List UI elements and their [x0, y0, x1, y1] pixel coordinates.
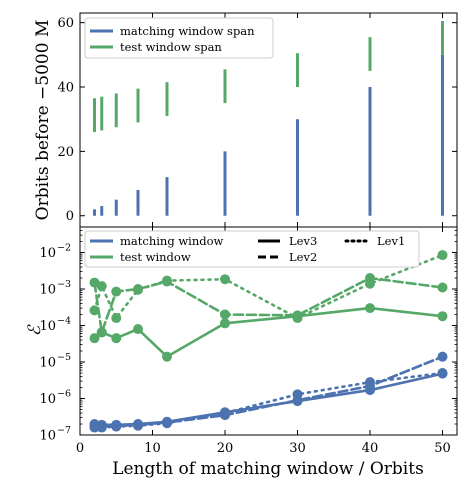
test-lev2-point-1 — [96, 327, 107, 338]
span-ytick-label-2: 40 — [57, 81, 74, 96]
span-ylabel: Orbits before −5000 M — [33, 20, 53, 221]
test-lev3-point-0 — [89, 333, 100, 344]
test-lev2-point-8 — [437, 282, 448, 293]
error-xlabel: Length of matching window / Orbits — [112, 459, 424, 479]
error-ytick-label-1: 10 — [39, 392, 56, 407]
error-lines — [89, 250, 448, 433]
error-legend-label-matching: matching window — [120, 234, 224, 248]
error-xtick-label-2: 20 — [217, 441, 234, 456]
error-legend-label-lev3: Lev3 — [289, 234, 317, 248]
matching-lev1-point-1 — [96, 422, 107, 433]
span-legend-label-test: test window span — [120, 40, 222, 54]
matching-lev1-line — [93, 371, 444, 429]
test-lev1-point-0 — [89, 305, 100, 316]
test-lev2-point-5 — [220, 309, 230, 320]
span-bars — [93, 21, 444, 216]
test-lev1-point-4 — [162, 275, 172, 286]
matching-lev1-point-2 — [111, 421, 122, 432]
test-lev1-point-6 — [292, 313, 303, 324]
test-lev1-point-3 — [133, 284, 143, 295]
error-legend-label-lev1: Lev1 — [377, 234, 405, 248]
error-legend-box — [84, 230, 420, 268]
error-xtick-label-5: 50 — [434, 441, 451, 456]
error-xtick-label-0: 0 — [76, 441, 84, 456]
error-ytick-label-3: 10 — [39, 319, 56, 334]
span-yticks: 0 20 40 60 — [57, 13, 457, 227]
span-panel: 0 20 40 60 Orbits before −5000 M — [33, 12, 458, 228]
matching-lev1-point-4 — [162, 418, 172, 429]
span-ytick-label-1: 20 — [57, 145, 74, 160]
matching-lev1-point-5 — [220, 408, 230, 419]
error-legend: matching window test window Lev3 Lev2 Le… — [84, 230, 420, 268]
error-xtick-label-4: 40 — [362, 441, 379, 456]
span-legend: matching window span test window span — [84, 17, 274, 59]
matching-lev1-point-8 — [437, 367, 448, 378]
matching-lev2-line — [93, 355, 444, 428]
matching-lev2-point-8 — [437, 351, 448, 362]
error-ytick-label-0: 10 — [39, 429, 56, 444]
error-ytick-exponent-0: −7 — [57, 425, 71, 436]
error-legend-label-test: test window — [120, 250, 191, 264]
error-ytick-exponent-5: −2 — [57, 243, 71, 254]
error-xtick-label-1: 10 — [144, 441, 161, 456]
test-lev3-point-7 — [365, 303, 375, 314]
test-lev1-point-5 — [220, 274, 230, 285]
test-lev3-point-4 — [162, 351, 172, 362]
error-legend-label-lev2: Lev2 — [289, 250, 317, 264]
error-ytick-exponent-2: −5 — [57, 352, 71, 363]
test-lev1-point-7 — [365, 278, 375, 289]
error-ytick-label-4: 10 — [39, 283, 56, 298]
matching-lev1-point-0 — [89, 422, 100, 433]
error-ytick-exponent-3: −4 — [57, 316, 71, 327]
matching-lev1-point-7 — [365, 377, 375, 388]
test-lev2-point-2 — [111, 286, 122, 297]
error-ytick-exponent-4: −3 — [57, 279, 71, 290]
test-lev3-point-5 — [220, 318, 230, 329]
error-ylabel: ℰ — [25, 324, 45, 336]
error-ytick-exponent-1: −6 — [57, 389, 71, 400]
span-ytick-label-3: 60 — [57, 16, 74, 31]
error-xtick-label-3: 30 — [289, 441, 306, 456]
error-ytick-label-2: 10 — [39, 356, 56, 371]
span-legend-label-matching: matching window span — [120, 24, 255, 38]
matching-lev1-point-3 — [133, 420, 143, 431]
span-legend-box — [84, 17, 274, 59]
test-lev1-point-2 — [111, 313, 122, 324]
matching-lev3-line — [93, 372, 444, 427]
test-lev1-point-1 — [96, 281, 107, 292]
test-lev3-point-8 — [437, 311, 448, 322]
test-lev1-point-8 — [437, 250, 448, 261]
test-lev3-point-3 — [133, 324, 143, 335]
error-ytick-label-5: 10 — [39, 246, 56, 261]
matching-lev1-point-6 — [292, 389, 303, 400]
span-ytick-label-0: 0 — [66, 209, 74, 224]
test-lev3-point-2 — [111, 333, 122, 344]
